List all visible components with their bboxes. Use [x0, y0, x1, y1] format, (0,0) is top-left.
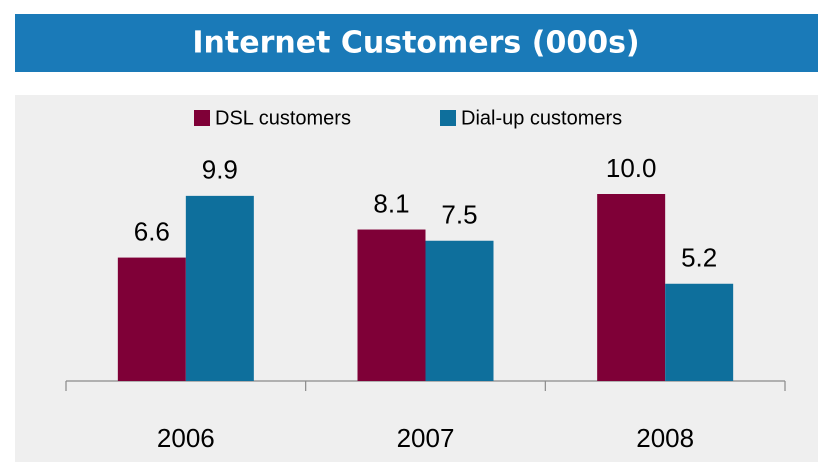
legend-label: DSL customers	[215, 107, 351, 129]
bar	[665, 283, 734, 381]
chart-title: Internet Customers (000s)	[192, 26, 639, 61]
value-label: 7.5	[441, 200, 477, 230]
value-label: 6.6	[134, 216, 170, 246]
x-tick-label: 2008	[636, 423, 694, 453]
bar	[357, 229, 426, 381]
bar	[425, 240, 494, 381]
value-label: 9.9	[202, 155, 238, 185]
x-tick-label: 2006	[157, 423, 215, 453]
x-tick-label: 2007	[397, 423, 455, 453]
legend-swatch	[440, 110, 456, 126]
legend-label: Dial-up customers	[461, 107, 622, 129]
bar	[185, 195, 254, 381]
bar	[597, 194, 666, 381]
value-label: 10.0	[606, 153, 657, 183]
value-label: 8.1	[373, 188, 409, 218]
legend-swatch	[194, 110, 210, 126]
value-label: 5.2	[681, 243, 717, 273]
bar	[117, 257, 186, 381]
title-banner	[15, 14, 818, 72]
